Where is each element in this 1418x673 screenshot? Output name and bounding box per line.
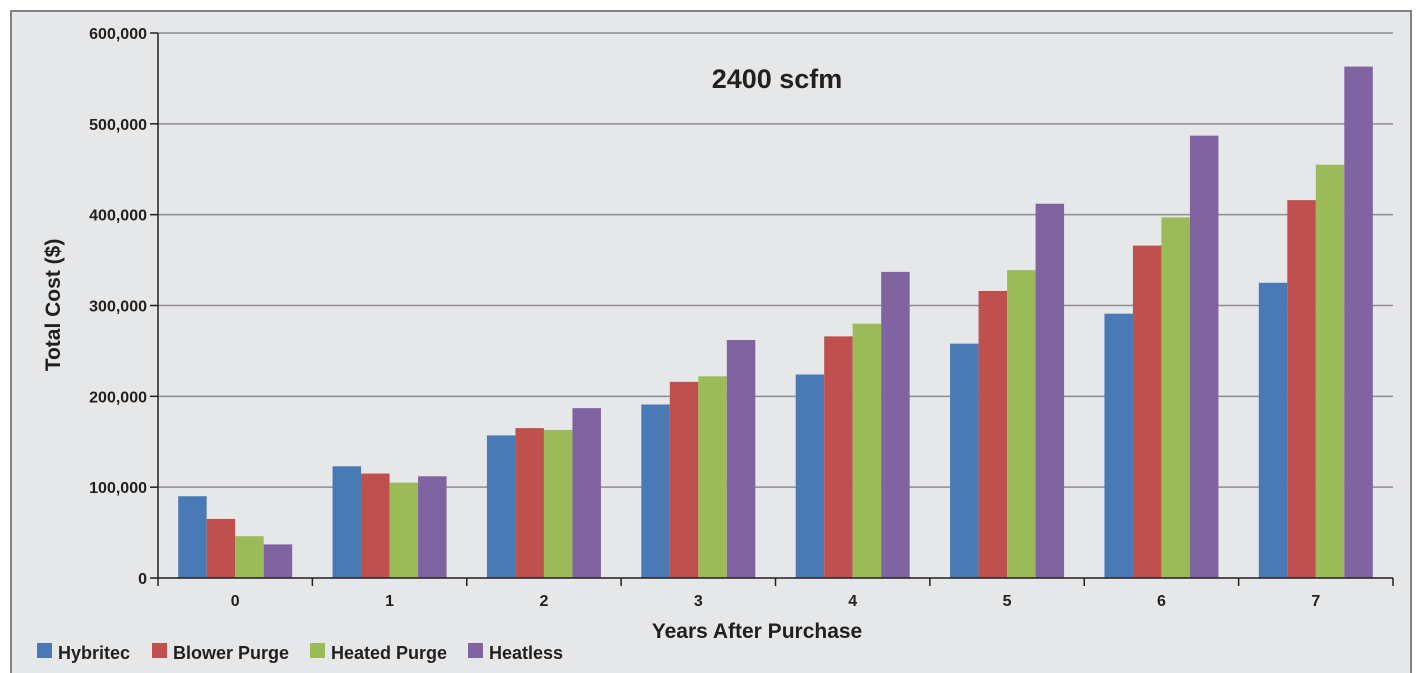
bar-hybritec-year-0: [178, 496, 207, 578]
legend-swatch-hybritec: [37, 643, 52, 658]
legend: Hybritec Blower Purge Heated Purge Heatless: [37, 643, 563, 663]
x-tick-label: 5: [1003, 593, 1012, 610]
labels: 0 100,000 200,000 300,000 400,000 500,000 600,…: [89, 26, 1320, 610]
bar-hybritec-year-1: [332, 466, 362, 578]
bar-heated-purge-year-0: [235, 536, 264, 578]
y-axis-title: Total Cost ($): [42, 239, 65, 372]
legend-label: Heatless: [489, 643, 563, 663]
x-axis-title: Years After Purchase: [652, 620, 863, 643]
bar-hybritec-year-4: [795, 374, 825, 578]
y-tick-label: 400,000: [89, 208, 147, 225]
bar-blower-purge-year-7: [1287, 200, 1316, 578]
y-tick-label: 300,000: [89, 299, 147, 316]
x-tick-label: 3: [694, 593, 703, 610]
bar-hybritec-year-5: [950, 343, 979, 578]
bar-heated-purge-year-4: [852, 323, 882, 578]
bar-blower-purge-year-0: [206, 518, 236, 578]
bar-heatless-year-5: [1035, 203, 1065, 578]
bar-heatless-year-6: [1189, 135, 1219, 578]
legend-swatch-heated-purge: [310, 643, 325, 658]
chart-title: 2400 scfm: [712, 64, 843, 94]
x-tick-label: 7: [1311, 593, 1320, 610]
y-tick-label: 600,000: [89, 26, 147, 43]
x-tick-label: 6: [1157, 593, 1166, 610]
bar-heatless-year-3: [726, 340, 756, 578]
bar-heatless-year-2: [572, 408, 601, 578]
bar-blower-purge-year-1: [361, 473, 390, 578]
bar-hybritec-year-2: [486, 435, 516, 578]
bar-blower-purge-year-2: [515, 428, 544, 578]
bar-blower-purge-year-4: [824, 336, 853, 578]
x-tick-label: 1: [385, 593, 394, 610]
bar-hybritec-year-7: [1258, 282, 1288, 578]
x-tick-label: 0: [231, 593, 240, 610]
y-tick-label: 500,000: [89, 117, 147, 134]
bar-heated-purge-year-5: [1007, 270, 1036, 578]
bar-heated-purge-year-7: [1315, 164, 1345, 579]
bar-blower-purge-year-3: [669, 381, 699, 578]
bar-blower-purge-year-6: [1132, 245, 1162, 579]
bar-hybritec-year-3: [641, 404, 670, 578]
y-tick-label: 200,000: [89, 389, 147, 406]
y-tick-label: 0: [138, 571, 147, 588]
bar-heatless-year-1: [418, 476, 447, 578]
bar-heated-purge-year-2: [543, 429, 573, 578]
legend-label: Heated Purge: [331, 643, 447, 663]
legend-swatch-heatless: [468, 643, 483, 658]
bars: [178, 66, 1373, 579]
x-tick-label: 2: [539, 593, 548, 610]
bar-heatless-year-7: [1344, 66, 1373, 578]
legend-swatch-blower-purge: [152, 643, 167, 658]
axes: [150, 32, 1394, 586]
y-tick-label: 100,000: [89, 480, 147, 497]
bar-heated-purge-year-1: [389, 482, 419, 578]
bar-heated-purge-year-6: [1161, 217, 1190, 578]
bar-blower-purge-year-5: [978, 290, 1008, 578]
bar-heated-purge-year-3: [698, 376, 727, 578]
x-tick-label: 4: [848, 593, 857, 610]
legend-label: Hybritec: [58, 643, 130, 663]
legend-label: Blower Purge: [173, 643, 289, 663]
bar-heatless-year-0: [263, 544, 293, 578]
bar-heatless-year-4: [881, 271, 910, 578]
bar-hybritec-year-6: [1104, 313, 1133, 578]
